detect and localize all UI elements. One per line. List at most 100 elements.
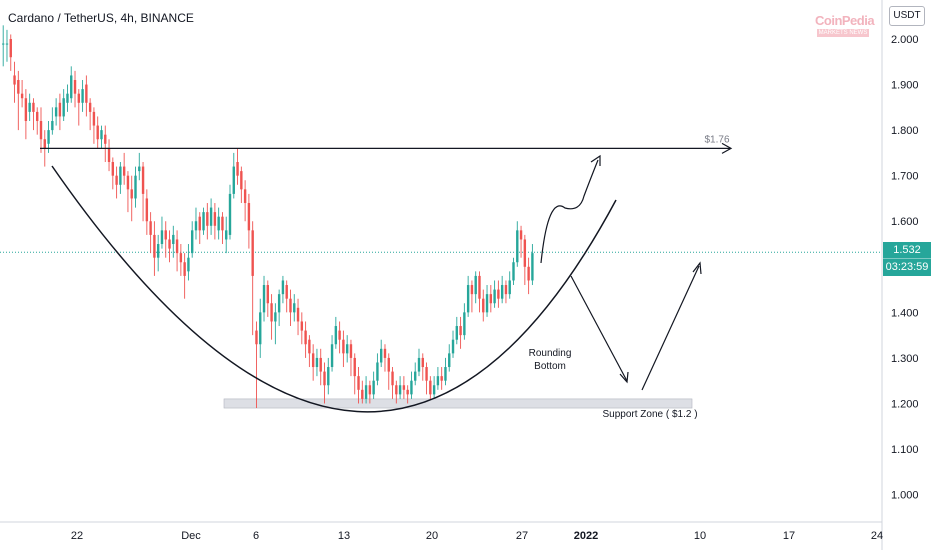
candle <box>262 275 266 322</box>
candle <box>463 303 466 340</box>
candle <box>9 34 12 71</box>
candle <box>398 376 402 399</box>
candle <box>361 380 364 404</box>
candle <box>194 207 198 240</box>
candle <box>66 84 69 112</box>
candle <box>5 29 9 62</box>
candle <box>160 216 164 249</box>
candlestick-series <box>2 25 534 409</box>
candle <box>391 367 394 399</box>
candle <box>349 339 353 377</box>
candle <box>266 280 269 317</box>
x-tick-label: 20 <box>426 530 438 542</box>
candle <box>315 348 319 377</box>
candle <box>523 234 527 286</box>
candle <box>308 335 311 368</box>
candle <box>206 203 209 240</box>
candle <box>436 367 440 390</box>
candle <box>149 212 152 254</box>
candle <box>243 180 247 222</box>
candle <box>77 89 80 126</box>
candle <box>338 321 341 354</box>
candle <box>334 316 338 349</box>
x-tick-label: 24 <box>871 530 883 542</box>
pattern-label-line2: Bottom <box>534 361 566 372</box>
y-tick-label: 1.800 <box>891 125 919 137</box>
candle <box>115 166 118 199</box>
candle <box>274 303 277 345</box>
resistance-level: $1.76 <box>40 134 733 154</box>
candle <box>470 280 474 313</box>
candle <box>119 162 122 194</box>
candle <box>285 280 288 313</box>
candle <box>345 335 349 363</box>
candle <box>247 193 251 249</box>
candle <box>508 271 511 299</box>
pattern-label-line1: Rounding <box>529 348 572 359</box>
x-tick-label: Dec <box>181 530 201 542</box>
candle <box>527 257 530 295</box>
candle <box>485 285 489 317</box>
x-tick-label: 6 <box>253 530 259 542</box>
candle <box>512 257 515 286</box>
candle <box>519 225 523 258</box>
support-zone: Support Zone ( $1.2 ) <box>223 398 698 420</box>
candle <box>54 98 58 126</box>
resistance-label: $1.76 <box>704 134 729 145</box>
candle <box>364 376 368 404</box>
candle <box>126 171 130 213</box>
candle <box>259 298 262 358</box>
candle <box>51 107 54 135</box>
candle <box>145 189 149 235</box>
candle <box>319 348 322 386</box>
candle <box>2 25 5 67</box>
support-zone-label: Support Zone ( $1.2 ) <box>602 409 697 420</box>
currency-button[interactable]: USDT <box>889 6 925 26</box>
candle <box>96 116 99 149</box>
candle <box>13 61 16 103</box>
candle <box>478 271 481 313</box>
rounding-bottom-curve <box>51 165 617 413</box>
candle <box>323 362 326 404</box>
y-tick-label: 1.600 <box>891 216 919 228</box>
candle <box>100 125 103 149</box>
candle <box>111 157 115 190</box>
x-tick-label: 22 <box>71 530 83 542</box>
candle <box>92 107 96 144</box>
candle <box>122 152 126 185</box>
candle <box>421 353 424 381</box>
candle <box>251 221 254 336</box>
candle <box>62 89 65 122</box>
candle <box>531 244 534 286</box>
projection-down-line <box>570 275 628 382</box>
candle <box>39 107 43 153</box>
candle <box>156 234 160 272</box>
candle <box>444 357 447 386</box>
trend-drawings <box>51 154 702 413</box>
candle <box>425 362 428 395</box>
candle <box>70 66 73 103</box>
projection-up-arrow-head <box>692 261 702 275</box>
x-tick-label: 17 <box>783 530 795 542</box>
candle <box>240 166 243 204</box>
x-tick-label: 27 <box>516 530 528 542</box>
candle <box>134 166 137 208</box>
x-tick-label: 13 <box>338 530 350 542</box>
projection-down-arrow-head <box>619 371 629 384</box>
candle <box>342 330 345 368</box>
candle <box>493 280 496 308</box>
time-axis[interactable]: 22 Dec 6 13 20 27 2022 10 17 24 <box>0 521 883 542</box>
chart-title: Cardano / TetherUS, 4h, BINANCE <box>8 11 194 25</box>
y-tick-label: 1.400 <box>891 307 919 319</box>
candle <box>417 348 421 377</box>
candle <box>380 339 383 368</box>
logo-main-text: CoinPedia <box>815 13 875 28</box>
candle <box>36 107 39 135</box>
candle <box>432 376 436 399</box>
y-tick-label: 1.700 <box>891 171 919 183</box>
x-tick-label: 2022 <box>574 530 598 542</box>
candle <box>107 139 111 172</box>
resistance-arrow-head <box>721 142 733 154</box>
candle <box>225 216 228 254</box>
